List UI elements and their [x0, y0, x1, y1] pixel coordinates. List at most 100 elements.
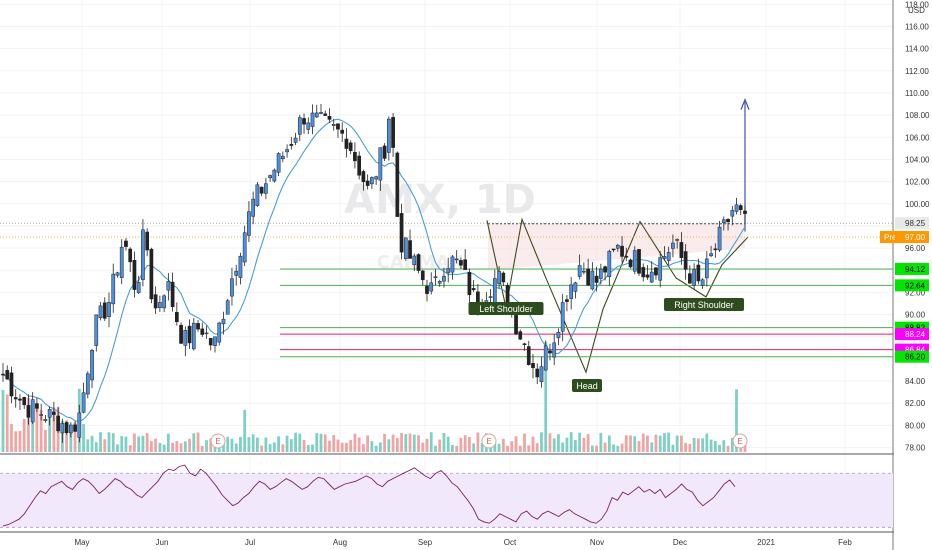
volume-bar [188, 438, 191, 452]
candle-body [442, 275, 446, 282]
candle-body [259, 186, 264, 194]
volume-bar [94, 442, 98, 452]
candle-body [437, 280, 442, 284]
candle-body [293, 137, 298, 143]
candle-body [463, 259, 468, 270]
candle-body [577, 265, 582, 277]
volume-bar [82, 424, 85, 452]
candle-body [365, 180, 370, 186]
volume-bar [578, 432, 582, 452]
candle-body [124, 240, 128, 247]
head-and-shoulders-pattern [0, 98, 893, 374]
candle-body [526, 346, 531, 365]
volume-bar [103, 439, 107, 452]
candle-body [738, 205, 743, 210]
volume-bar [582, 437, 586, 452]
volume-bar [472, 443, 476, 452]
candle-body [696, 264, 701, 282]
volume-bar [468, 437, 471, 452]
candle-body [285, 149, 289, 153]
volume-bar [650, 442, 654, 452]
candle-body [128, 248, 133, 263]
annotation-label: Head [576, 381, 598, 391]
candle-body [594, 275, 599, 283]
candle-body [200, 328, 205, 335]
annotation-label: Right Shoulder [674, 300, 734, 310]
candle-body [607, 250, 612, 277]
candle-body [174, 311, 179, 323]
last-price-label: 98.25 [905, 219, 926, 228]
level-tag [895, 279, 929, 292]
candle-body [336, 123, 340, 130]
time-axis[interactable]: May Jun Jul Aug Sep Oct Nov Dec 2021 Feb [74, 538, 852, 547]
volume-bar [277, 436, 280, 452]
candle-body [153, 294, 158, 309]
price-tick-label: 96.00 [905, 244, 926, 253]
candle-body [331, 124, 336, 126]
volume-bar [374, 445, 378, 452]
candle-body [611, 248, 616, 251]
candle-body [225, 300, 230, 315]
volume-bar [404, 434, 408, 452]
candle-body [675, 239, 680, 241]
candle-body [721, 219, 726, 223]
level-tag-label: 86.20 [905, 353, 926, 362]
candle-body [314, 112, 319, 118]
volume-bar [603, 442, 607, 452]
annotation-box [572, 379, 602, 392]
candle-body [340, 129, 345, 134]
level-tag-label: 86.84 [905, 346, 926, 355]
volume-bar [256, 437, 259, 452]
candle-body [102, 302, 107, 319]
pattern-annotations: Left Shoulder Head Right Shoulder [468, 298, 744, 392]
price-axis[interactable]: 78.0080.0082.0084.0086.0088.0090.0092.00… [880, 0, 932, 550]
candle-body [632, 250, 637, 272]
candle-body [717, 226, 722, 251]
price-tick-label: 92.00 [905, 288, 926, 297]
candle-body [280, 155, 285, 160]
time-tick-label: Sep [418, 538, 433, 547]
volume-bar [150, 441, 153, 452]
volume-bar [128, 445, 132, 452]
price-tick-label: 100.00 [905, 200, 930, 209]
candle-body [107, 302, 111, 317]
volume-bar [654, 434, 658, 452]
volume-bar [574, 440, 577, 452]
volume-bar [535, 443, 539, 452]
candle-body [306, 122, 311, 130]
candle-body [641, 267, 646, 278]
candle-body [145, 231, 150, 251]
volume-bar [438, 439, 442, 452]
level-tag [895, 328, 929, 341]
volume-bar [620, 443, 624, 452]
volume-bar [272, 442, 276, 452]
candle-body [666, 252, 671, 261]
volume-bar [705, 433, 709, 452]
volume-bar [345, 442, 348, 452]
candle-body [671, 242, 675, 249]
candle-body [255, 184, 260, 206]
candle-body [158, 302, 162, 308]
level-tag-label: 92.64 [905, 281, 926, 290]
candle-body [395, 152, 400, 217]
price-tick-label: 106.00 [905, 133, 930, 142]
volume-bar [340, 442, 344, 452]
volume-bar [557, 434, 560, 452]
volume-bar [298, 433, 302, 452]
candle-body [645, 274, 650, 278]
candle-body [539, 366, 544, 382]
time-tick-label: Jun [156, 538, 169, 547]
earnings-marker [732, 433, 748, 449]
level-tag [895, 262, 929, 275]
volume-bar [501, 438, 505, 452]
price-tick-label: 112.00 [905, 67, 929, 76]
candle-body [119, 246, 124, 278]
candle-body [302, 118, 306, 125]
candle-body [35, 403, 39, 409]
volume-bar [684, 442, 688, 452]
candle-body [683, 251, 688, 270]
volume-bar [349, 440, 353, 452]
candlesticks [1, 104, 747, 443]
